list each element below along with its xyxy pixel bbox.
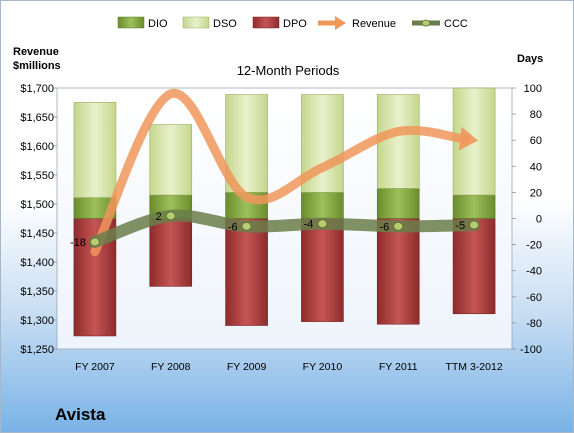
legend-item-dpo: DPO <box>252 16 307 30</box>
right-tick-label: -100 <box>520 344 542 356</box>
ccc-point <box>165 211 176 221</box>
revenue-arrowhead <box>458 126 479 151</box>
left-tick-label: $1,500 <box>20 199 54 211</box>
right-tick-label: 60 <box>530 135 542 147</box>
ccc-data-label: -4 <box>304 219 314 231</box>
left-tick-label: $1,350 <box>20 286 54 298</box>
revenue-line <box>90 89 469 257</box>
right-axis-title: Days <box>517 53 543 65</box>
left-tick-label: $1,550 <box>20 170 54 182</box>
left-tick-label: $1,250 <box>20 344 54 356</box>
right-tick-label: 100 <box>524 83 542 95</box>
left-tick-label: $1,400 <box>20 257 54 269</box>
revenue-layer <box>90 89 479 257</box>
ccc-point <box>241 221 252 231</box>
bar-dso <box>149 124 193 196</box>
ccc-data-label: 2 <box>156 211 162 223</box>
right-tick-label: -20 <box>526 240 542 252</box>
legend-label-revenue: Revenue <box>352 18 396 30</box>
legend-item-dso: DSO <box>182 16 237 30</box>
ccc-data-label: -6 <box>228 221 238 233</box>
category-label: FY 2009 <box>227 361 267 373</box>
left-tick-label: $1,650 <box>20 112 54 124</box>
company-name: Avista <box>55 405 106 424</box>
ccc-data-label: -5 <box>455 220 465 232</box>
ccc-data-label: -18 <box>70 237 86 249</box>
legend-item-ccc: CCC <box>412 18 468 30</box>
bar-dpo <box>301 218 344 322</box>
legend-label-dpo: DPO <box>283 18 307 30</box>
right-tick-label: -60 <box>526 292 542 304</box>
left-tick-label: $1,300 <box>20 315 54 327</box>
right-axis-ticks: 100 80 60 40 20 0 -20 -40 -60 -80 -100 <box>512 83 542 356</box>
left-axis-title-line2: $millions <box>13 60 61 72</box>
bars-layer <box>73 87 496 337</box>
category-labels: FY 2007 FY 2008 FY 2009 FY 2010 FY 2011 TTM 3… <box>75 361 503 373</box>
ccc-point <box>90 237 100 247</box>
category-label: FY 2011 <box>379 361 418 373</box>
category-label: FY 2008 <box>151 361 191 373</box>
bar-dpo <box>376 218 420 325</box>
right-tick-label: 20 <box>530 187 542 199</box>
right-tick-label: 0 <box>536 214 542 226</box>
ccc-point <box>393 221 404 231</box>
ccc-line <box>88 209 481 248</box>
bar-dso <box>376 94 420 189</box>
left-tick-label: $1,450 <box>20 228 54 240</box>
chart-subtitle: 12-Month Periods <box>237 63 340 78</box>
ccc-layer: -18 2 -6 -4 -6 -5 <box>70 209 481 249</box>
legend-label-dio: DIO <box>148 18 168 30</box>
left-tick-label: $1,600 <box>20 141 54 153</box>
bar-dpo <box>452 218 496 315</box>
category-label: TTM 3-2012 <box>445 361 502 373</box>
right-tick-label: -80 <box>526 318 542 330</box>
ccc-point <box>317 219 328 229</box>
legend-item-dio: DIO <box>117 16 168 30</box>
left-tick-label: $1,700 <box>20 83 54 95</box>
plot-area <box>56 87 513 350</box>
bar-dio <box>301 192 344 219</box>
category-label: FY 2007 <box>75 361 115 373</box>
ccc-point <box>469 220 479 230</box>
right-tick-label: 80 <box>530 109 542 121</box>
bar-dpo <box>225 218 268 326</box>
legend-item-revenue: Revenue <box>318 16 396 30</box>
legend: DIO DSO DPO Revenue CCC <box>117 16 468 30</box>
category-label: FY 2010 <box>303 361 343 373</box>
left-axis-title-line1: Revenue <box>13 46 59 58</box>
bar-dso <box>73 102 117 198</box>
bar-dpo <box>149 218 193 287</box>
right-tick-label: -40 <box>526 266 542 278</box>
ccc-data-label: -6 <box>379 221 389 233</box>
bar-dio <box>376 188 420 219</box>
legend-label-ccc: CCC <box>444 18 468 30</box>
right-tick-label: 40 <box>530 161 542 173</box>
bar-dio <box>452 194 496 219</box>
legend-label-dso: DSO <box>213 18 237 30</box>
left-axis-ticks: $1,250 $1,300 $1,350 $1,400 $1,450 $1,500 $1,5… <box>20 83 57 356</box>
